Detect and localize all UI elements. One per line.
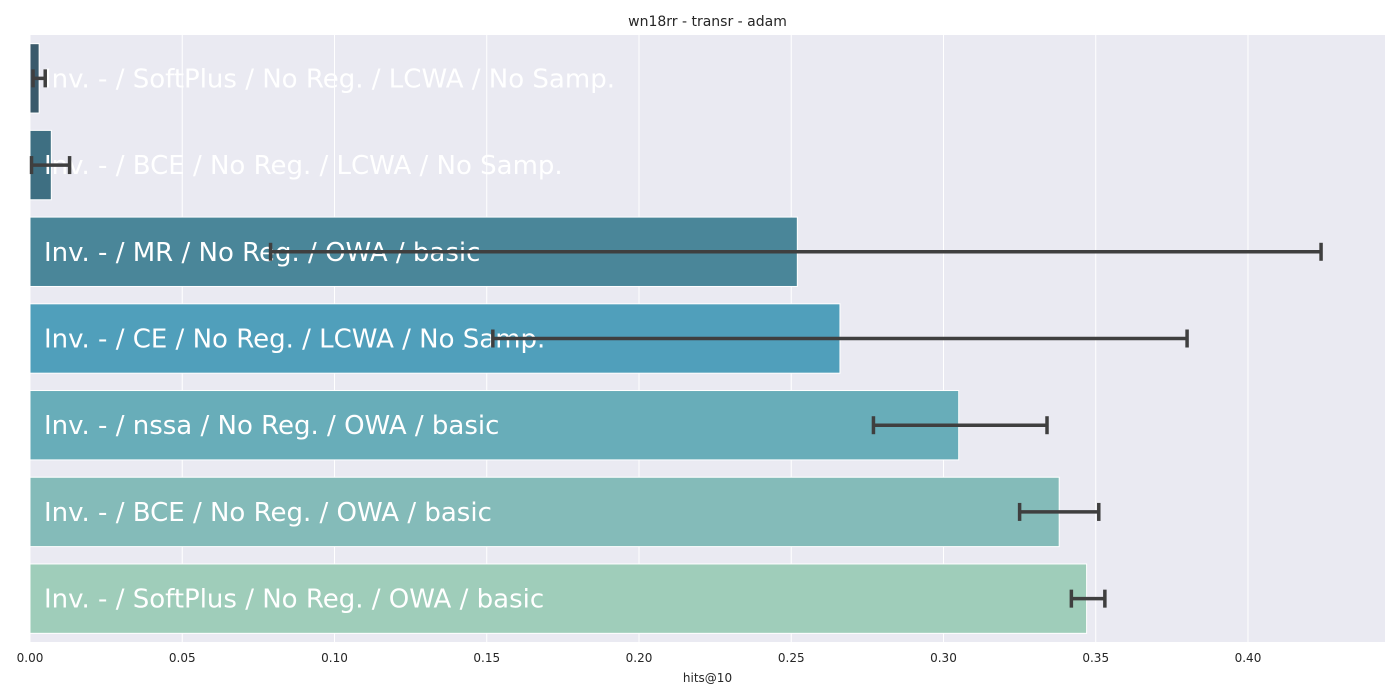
x-tick-label: 0.35 [1082,651,1109,665]
x-tick-label: 0.15 [473,651,500,665]
x-tick-label: 0.00 [17,651,44,665]
x-tick-label: 0.40 [1235,651,1262,665]
bar [29,563,1088,634]
bar [29,476,1060,548]
bar-label: Inv. - / CE / No Reg. / LCWA / No Samp. [44,325,545,355]
bar-labels: Inv. - / SoftPlus / No Reg. / LCWA / No … [44,64,615,614]
x-tick-label: 0.10 [321,651,348,665]
bar-label: Inv. - / BCE / No Reg. / OWA / basic [44,498,492,528]
x-tick-label: 0.20 [626,651,653,665]
bar-label: Inv. - / BCE / No Reg. / LCWA / No Samp. [44,151,563,181]
x-tick-label: 0.05 [169,651,196,665]
error-bars [29,69,1323,608]
chart-title: wn18rr - transr - adam [628,14,787,30]
x-tick-label: 0.25 [778,651,805,665]
x-tick-labels: 0.00 0.05 0.10 0.15 0.20 0.25 0.30 0.35 0.40 [17,651,1262,665]
bar-label: Inv. - / nssa / No Reg. / OWA / basic [44,411,499,441]
bar-label: Inv. - / SoftPlus / No Reg. / OWA / basi… [44,585,544,615]
bars [29,43,1088,634]
x-tick-label: 0.30 [930,651,957,665]
bar [29,390,960,461]
x-axis-label: hits@10 [683,671,732,685]
bar-label: Inv. - / SoftPlus / No Reg. / LCWA / No … [44,64,615,94]
